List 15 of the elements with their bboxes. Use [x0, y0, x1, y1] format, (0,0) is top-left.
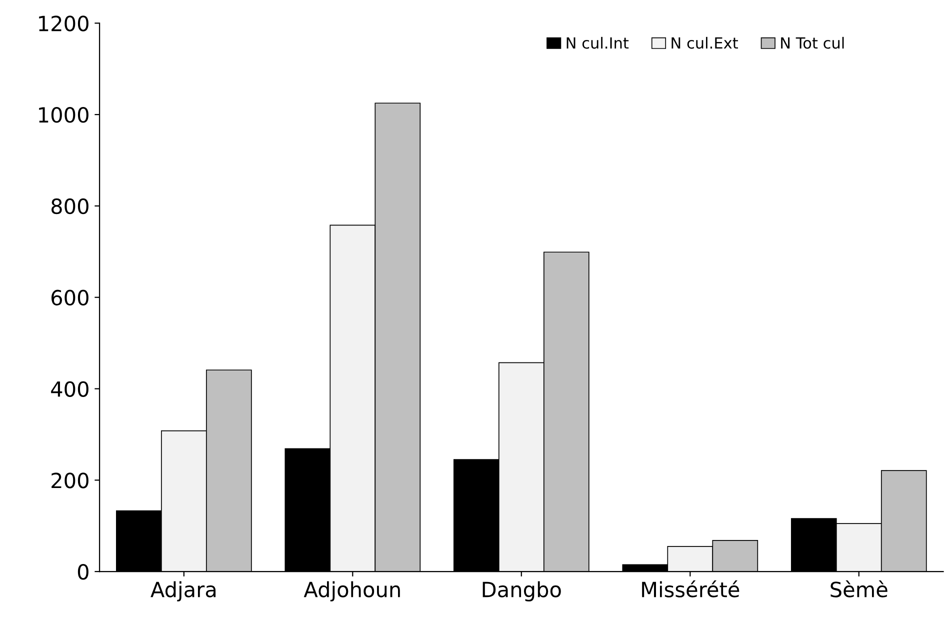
y-tick-label: 800 [51, 198, 88, 214]
y-tick-label: 600 [52, 290, 88, 306]
x-tick-label: Adjohoun [304, 581, 400, 602]
x-tick-label: Adjara [150, 581, 216, 602]
legend-label: N cul.Int [566, 36, 629, 49]
x-tick-label: Sèmè [830, 580, 888, 598]
x-tick-label: Missérété [642, 580, 740, 598]
x-tick-label: Dangbo [482, 581, 561, 602]
y-tick-label: 1200 [39, 16, 88, 32]
legend-label: N Tot cul [781, 36, 844, 49]
y-tick-label: 1000 [39, 107, 88, 123]
legend-label: N cul.Ext [672, 36, 738, 49]
y-tick-label: 400 [51, 381, 88, 397]
y-tick-label: 200 [52, 472, 88, 488]
y-tick-label: 0 [78, 564, 88, 580]
